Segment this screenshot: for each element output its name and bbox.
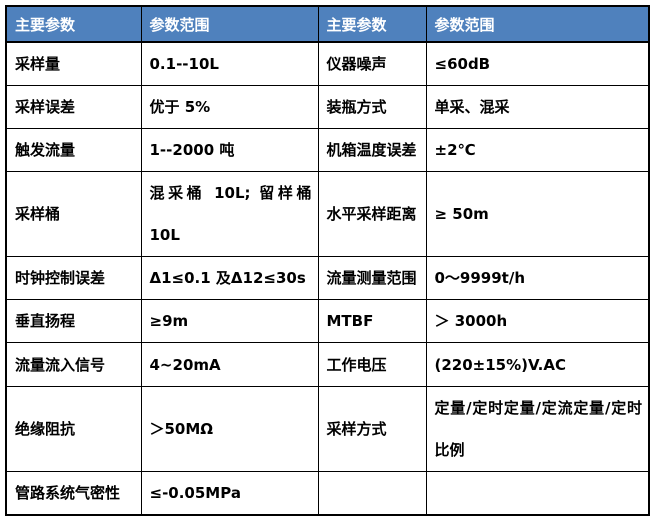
param-name-cell: MTBF	[317, 299, 427, 343]
param-name-cell: 流量测量范围	[317, 256, 427, 300]
param-name-cell: 装瓶方式	[317, 85, 427, 129]
param-name-cell: 绝缘阻抗	[5, 386, 142, 472]
header-param-range-left: 参数范围	[140, 5, 319, 43]
header-row: 主要参数 参数范围 主要参数 参数范围	[5, 5, 650, 43]
table-row: 流量流入信号 4~20mA 工作电压 (220±15%)V.AC	[5, 342, 650, 387]
param-value-cell: ≥9m	[140, 299, 319, 343]
header-param-range-right: 参数范围	[425, 5, 650, 43]
param-name-cell: 机箱温度误差	[317, 128, 427, 172]
table-row: 采样量 0.1--10L 仪器噪声 ≤60dB	[5, 41, 650, 86]
param-value-cell: ≥ 50m	[425, 171, 650, 257]
param-name-cell: 工作电压	[317, 342, 427, 387]
param-name-cell: 管路系统气密性	[5, 471, 142, 516]
param-name-cell: 采样误差	[5, 85, 142, 129]
param-name-cell-empty	[317, 471, 427, 516]
param-value-cell: ±2℃	[425, 128, 650, 172]
param-value-cell: 定量/定时定量/定流定量/定时比例	[425, 386, 650, 472]
param-name-cell: 采样桶	[5, 171, 142, 257]
param-value-cell: Δ1≤0.1 及Δ12≤30s	[140, 256, 319, 300]
param-value-cell: ≤60dB	[425, 41, 650, 86]
spec-table: 主要参数 参数范围 主要参数 参数范围 采样量 0.1--10L 仪器噪声 ≤6…	[5, 5, 650, 516]
param-name-cell: 垂直扬程	[5, 299, 142, 343]
param-value-cell: ≤-0.05MPa	[140, 471, 319, 516]
table-row: 时钟控制误差 Δ1≤0.1 及Δ12≤30s 流量测量范围 0～9999t/h	[5, 256, 650, 300]
table-row: 采样桶 混采桶 10L; 留样桶 10L 水平采样距离 ≥ 50m	[5, 171, 650, 257]
table-row: 垂直扬程 ≥9m MTBF ＞ 3000h	[5, 299, 650, 343]
param-name-cell: 水平采样距离	[317, 171, 427, 257]
param-value-cell: 混采桶 10L; 留样桶 10L	[140, 171, 319, 257]
header-main-param-left: 主要参数	[5, 5, 142, 43]
table-row: 触发流量 1--2000 吨 机箱温度误差 ±2℃	[5, 128, 650, 172]
table-row: 绝缘阻抗 ＞50MΩ 采样方式 定量/定时定量/定流定量/定时比例	[5, 386, 650, 472]
param-value-cell: 4~20mA	[140, 342, 319, 387]
param-value-cell-empty	[425, 471, 650, 516]
param-value-cell: ＞50MΩ	[140, 386, 319, 472]
header-main-param-right: 主要参数	[317, 5, 427, 43]
param-value-cell: 单采、混采	[425, 85, 650, 129]
param-name-cell: 采样量	[5, 41, 142, 86]
table-row: 管路系统气密性 ≤-0.05MPa	[5, 471, 650, 516]
param-value-cell: 0.1--10L	[140, 41, 319, 86]
param-name-cell: 触发流量	[5, 128, 142, 172]
param-value-cell: 1--2000 吨	[140, 128, 319, 172]
param-name-cell: 流量流入信号	[5, 342, 142, 387]
param-name-cell: 仪器噪声	[317, 41, 427, 86]
param-value-cell: (220±15%)V.AC	[425, 342, 650, 387]
param-name-cell: 采样方式	[317, 386, 427, 472]
param-name-cell: 时钟控制误差	[5, 256, 142, 300]
table-row: 采样误差 优于 5% 装瓶方式 单采、混采	[5, 85, 650, 129]
param-value-cell: 0～9999t/h	[425, 256, 650, 300]
param-value-cell: ＞ 3000h	[425, 299, 650, 343]
param-value-cell: 优于 5%	[140, 85, 319, 129]
